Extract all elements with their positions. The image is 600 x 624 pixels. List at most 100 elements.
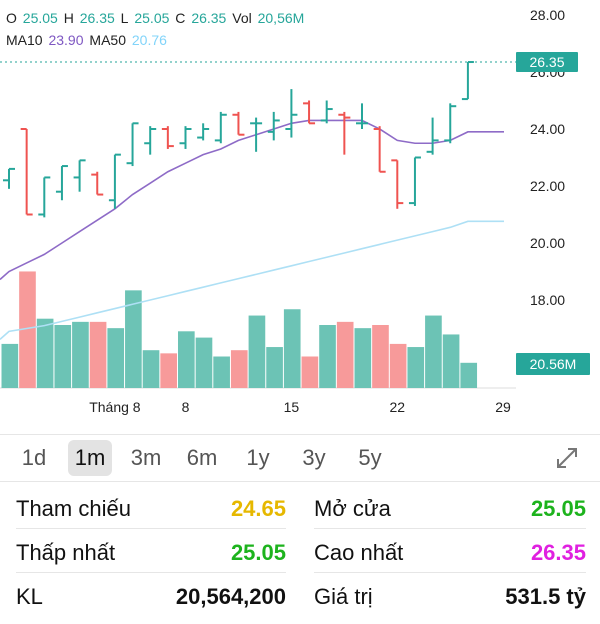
divider (314, 528, 586, 529)
close-label: C (175, 10, 186, 26)
volume-bar (407, 347, 425, 388)
high-value: 26.35 (79, 10, 115, 26)
volume-bar (442, 334, 460, 388)
ohlc-bar (197, 123, 210, 141)
ohlc-bar (267, 111, 280, 141)
current-volume-badge (516, 353, 590, 375)
volume-bar (213, 356, 230, 388)
ohlc-bar (91, 171, 104, 196)
stats-row-3: KL 20,564,200 Giá trị 531.5 tỷ (0, 584, 600, 624)
range-button-1d[interactable]: 1d (21, 445, 47, 470)
volume-bar (283, 309, 301, 388)
ohlc-bar (356, 103, 368, 129)
volume-bar (354, 328, 372, 388)
ohlc-bar (320, 100, 333, 124)
current-price-badge (516, 52, 578, 73)
ohlc-bar (214, 111, 227, 144)
ohlc-bar (250, 117, 263, 152)
ohlc-bar (161, 126, 174, 149)
ohlc-bar (338, 111, 351, 155)
ohlc-bar (73, 159, 86, 192)
volume-stat-value: 20,564,200 (175, 584, 286, 609)
ma10-line (0, 119, 504, 281)
time-axis: Tháng 8 8 15 22 29 (89, 399, 511, 415)
volume-value: 20,56M (257, 10, 305, 26)
range-button-6m[interactable]: 6m (186, 445, 218, 470)
ohlc-bar (444, 103, 457, 144)
volume-bar (54, 325, 72, 388)
ohlc-bar (408, 156, 421, 206)
volume-bar (142, 350, 160, 388)
ohlc-bar (426, 117, 439, 155)
open-price-value: 25.05 (530, 496, 586, 521)
ref-value: 24.65 (230, 496, 286, 521)
volume-bar (107, 328, 125, 388)
range-button-5y[interactable]: 5y (358, 445, 382, 470)
value-stat-value: 531.5 tỷ (505, 584, 586, 609)
ohlc-bar (108, 153, 121, 209)
high-price-label: Cao nhất (314, 540, 404, 565)
volume-bar (319, 325, 336, 388)
volume-bar (425, 315, 442, 388)
volume-bar (125, 290, 142, 388)
ohlc-bar (38, 176, 51, 218)
low-label: L (120, 10, 129, 26)
range-button-3m[interactable]: 3m (130, 445, 162, 470)
ma10-line-group (0, 119, 504, 281)
volume-bar (178, 331, 195, 388)
ma-header: MA10 23.90 MA50 20.76 (6, 32, 169, 48)
ohlc-bar (461, 61, 474, 101)
ohlc-bars (3, 61, 474, 218)
range-selector: 1d 1m 3m 6m 1y 3y 5y (0, 434, 600, 482)
volume-bar (389, 343, 407, 388)
volume-stat-label: KL (16, 584, 43, 609)
ohlc-bar (126, 122, 139, 167)
ohlc-bar (303, 100, 316, 125)
volume-bar (89, 321, 107, 388)
volume-bar (266, 347, 283, 388)
ma50-line (0, 220, 504, 340)
price-tick-label: 28.00 (530, 7, 565, 23)
ohlc-bar (232, 111, 245, 136)
low-price-value: 25.05 (230, 540, 286, 565)
divider (16, 572, 286, 573)
volume-bar (336, 321, 354, 388)
ohlc-bar (144, 126, 157, 155)
stats-row-1: Tham chiếu 24.65 Mở cửa 25.05 (0, 496, 600, 536)
range-button-3y[interactable]: 3y (302, 445, 326, 470)
expand-icon[interactable] (554, 445, 580, 471)
high-label: H (63, 10, 74, 26)
volume-bar (160, 353, 177, 388)
ohlc-bar (3, 167, 15, 189)
time-tick-label: 15 (284, 399, 300, 415)
ohlc-bar (373, 126, 386, 173)
open-price-label: Mở cửa (314, 496, 391, 521)
value-stat-label: Giá trị (314, 584, 373, 609)
volume-bar (195, 337, 213, 388)
price-tick-label: 22.00 (530, 178, 565, 194)
time-tick-label: 29 (495, 399, 511, 415)
divider (314, 572, 586, 573)
volume-bar (301, 356, 319, 388)
high-price-value: 26.35 (530, 540, 586, 565)
low-price-label: Thấp nhất (16, 540, 116, 565)
ohlc-bar (20, 128, 33, 216)
ohlc-bar (55, 165, 68, 201)
volume-label: Vol (232, 10, 252, 26)
volume-bar (36, 318, 54, 388)
time-tick-label: Tháng 8 (89, 399, 141, 415)
ma10-label: MA10 (6, 32, 43, 48)
ma50-line-group (0, 220, 504, 340)
open-value: 25.05 (22, 10, 58, 26)
low-value: 25.05 (134, 10, 170, 26)
volume-bar (460, 362, 478, 388)
range-button-1m[interactable]: 1m (68, 440, 112, 476)
time-tick-label: 22 (390, 399, 406, 415)
close-value: 26.35 (191, 10, 227, 26)
range-button-1y[interactable]: 1y (246, 445, 270, 470)
ohlc-bar (179, 126, 192, 149)
volume-bar (72, 321, 89, 388)
time-tick-label: 8 (182, 399, 190, 415)
ma50-value: 20.76 (131, 32, 167, 48)
